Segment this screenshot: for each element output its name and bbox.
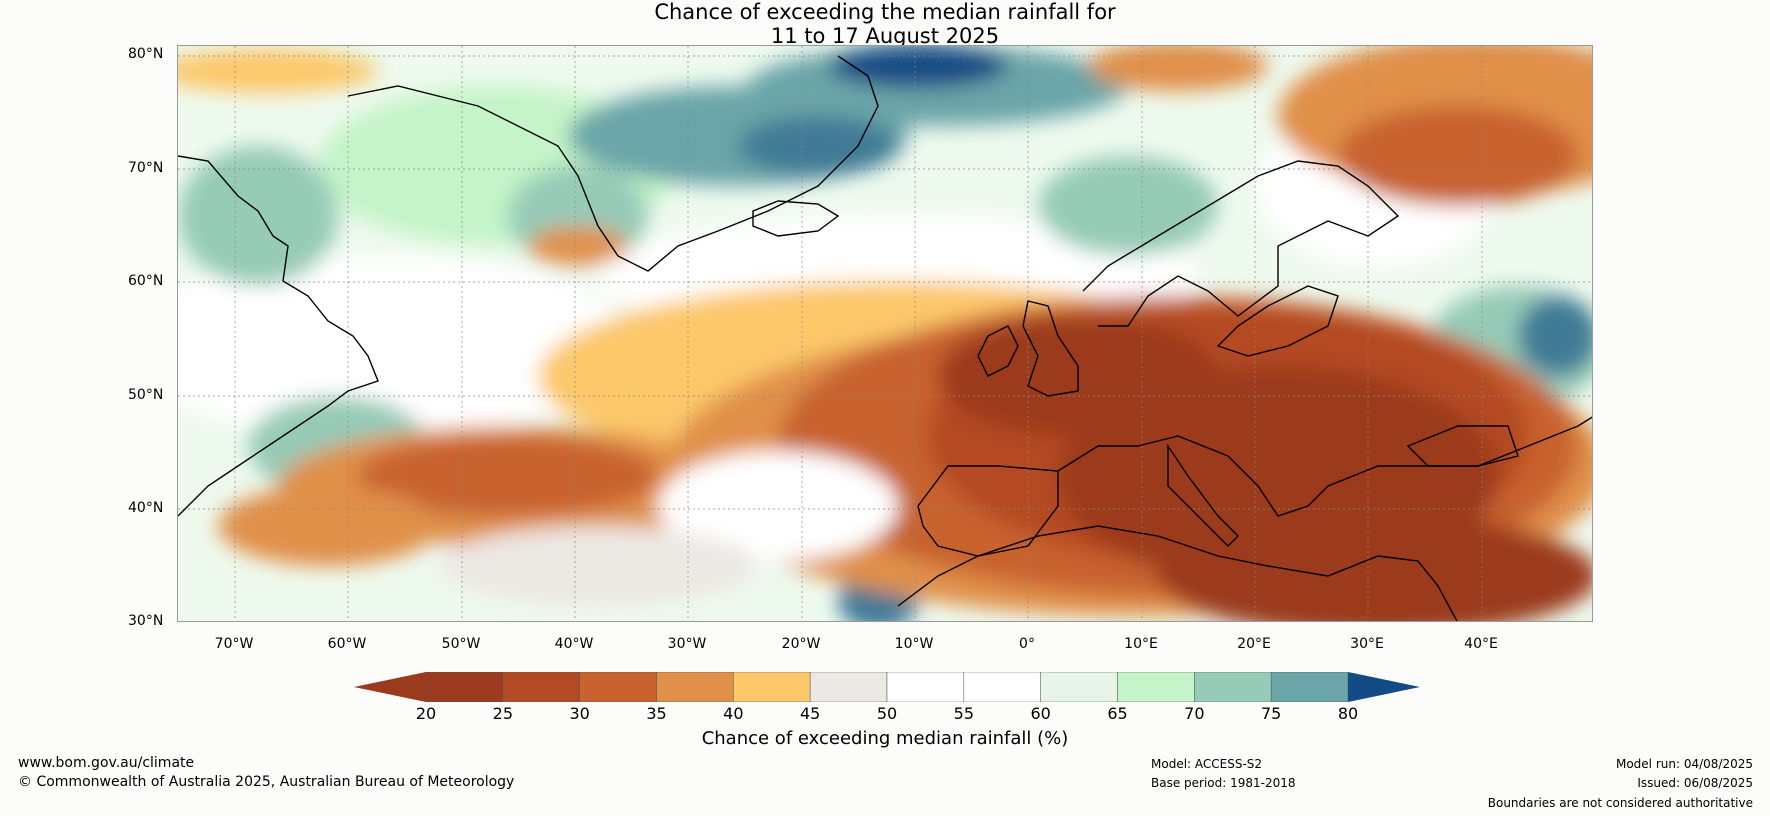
colorbar-segment — [1040, 672, 1118, 702]
colorbar-segment — [1270, 672, 1349, 702]
footer-website: www.bom.gov.au/climate — [18, 755, 195, 771]
colorbar-segment — [579, 672, 657, 702]
colorbar-segment — [733, 672, 811, 702]
lon-label-20e: 20°E — [1237, 636, 1271, 652]
colorbar-tick-label: 55 — [953, 704, 975, 723]
footer-model-run: Model run: 04/08/2025 — [1615, 757, 1753, 771]
map-svg — [178, 46, 1592, 621]
lat-label-50n: 50°N — [128, 387, 164, 403]
lat-label-60n: 60°N — [128, 273, 164, 289]
probability-field — [178, 46, 1592, 621]
chart-title: Chance of exceeding the median rainfall … — [0, 0, 1770, 48]
footer-issued: Issued: 06/08/2025 — [1637, 776, 1753, 790]
colorbar-tick-label: 75 — [1260, 704, 1282, 723]
lon-label-60w: 60°W — [327, 636, 367, 652]
footer-model: Model: ACCESS-S2 — [1151, 757, 1263, 771]
colorbar-tick-label: 60 — [1030, 704, 1051, 723]
lon-label-30e: 30°E — [1350, 636, 1384, 652]
colorbar-tick-label: 20 — [415, 704, 437, 723]
lat-label-30n: 30°N — [128, 613, 164, 629]
colorbar-tick-label: 45 — [799, 704, 821, 723]
coastlines — [178, 55, 1592, 621]
colorbar-segment — [502, 672, 580, 702]
colorbar-segment — [1117, 672, 1195, 702]
title-line-1: Chance of exceeding the median rainfall … — [654, 0, 1116, 24]
colorbar-over-arrow — [1348, 672, 1420, 702]
lon-label-10e: 10°E — [1124, 636, 1158, 652]
lat-label-80n: 80°N — [128, 46, 164, 62]
lon-label-30w: 30°W — [667, 636, 707, 652]
lon-label-20w: 20°W — [781, 636, 821, 652]
colorbar-tick-label: 30 — [569, 704, 590, 723]
lon-label-40e: 40°E — [1464, 636, 1498, 652]
colorbar-segment — [886, 672, 965, 702]
colorbar-segment — [809, 672, 888, 702]
colorbar-segment — [425, 672, 504, 702]
colorbar-tick-label: 50 — [876, 704, 898, 723]
lon-label-40w: 40°W — [554, 636, 594, 652]
title-line-2: 11 to 17 August 2025 — [770, 24, 1000, 48]
colorbar-under-arrow — [354, 672, 426, 702]
lon-label-70w: 70°W — [214, 636, 254, 652]
colorbar-segment — [963, 672, 1041, 702]
lon-label-10w: 10°W — [894, 636, 934, 652]
lon-label-50w: 50°W — [441, 636, 481, 652]
colorbar-segment — [1194, 672, 1272, 702]
colorbar-tick-label: 40 — [723, 704, 744, 723]
colorbar-tick-label: 70 — [1184, 704, 1205, 723]
colorbar-tick-label: 80 — [1337, 704, 1359, 723]
colorbar-tick-label: 25 — [492, 704, 514, 723]
colorbar-tick-label: 35 — [646, 704, 667, 723]
footer-disclaimer: Boundaries are not considered authoritat… — [1487, 796, 1753, 810]
colorbar-segments — [425, 672, 1349, 702]
graticule — [178, 46, 1592, 621]
colorbar — [354, 672, 1420, 702]
colorbar-tick-label: 65 — [1107, 704, 1128, 723]
lat-label-40n: 40°N — [128, 500, 164, 516]
colorbar-label: Chance of exceeding median rainfall (%) — [701, 728, 1069, 749]
footer-base-period: Base period: 1981-2018 — [1151, 776, 1296, 790]
footer-copyright: © Commonwealth of Australia 2025, Austra… — [18, 774, 515, 790]
lat-label-70n: 70°N — [128, 160, 164, 176]
colorbar-segment — [656, 672, 734, 702]
lon-label-0: 0° — [1019, 636, 1035, 652]
rainfall-probability-map — [177, 45, 1593, 622]
